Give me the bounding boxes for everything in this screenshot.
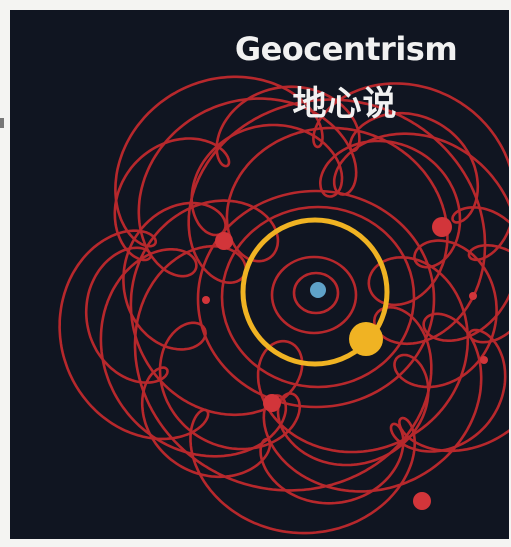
planet-icon (413, 492, 431, 510)
planet-icon (432, 217, 452, 237)
epicycle-path (84, 85, 509, 505)
geocentrism-illustration: Geocentrism 地心说 (10, 10, 509, 539)
sun-orbit (240, 217, 390, 367)
orbit-ring (292, 271, 340, 315)
epicycle-path (129, 126, 470, 454)
epicycle-path (122, 123, 498, 467)
orbit-ring (220, 205, 416, 389)
planet-icon (202, 296, 210, 304)
page-subtitle: 地心说 (292, 84, 398, 124)
epicycle-path (133, 98, 487, 492)
epicycle-path (99, 97, 509, 493)
planet-icon (215, 232, 233, 250)
sun-icon (349, 322, 383, 356)
planet-icon (263, 394, 281, 412)
orbit-ring (270, 255, 358, 335)
page-title: Geocentrism (234, 30, 458, 68)
page-edge-mark (0, 118, 4, 128)
orbit-ring (196, 189, 436, 409)
planet-icon (480, 356, 488, 364)
epicycle-path (58, 75, 509, 535)
earth-icon (310, 282, 326, 298)
planet-icon (469, 292, 477, 300)
orbit-diagram (58, 75, 509, 535)
planet-epicycle-orbits (58, 75, 509, 535)
planets (202, 217, 488, 510)
